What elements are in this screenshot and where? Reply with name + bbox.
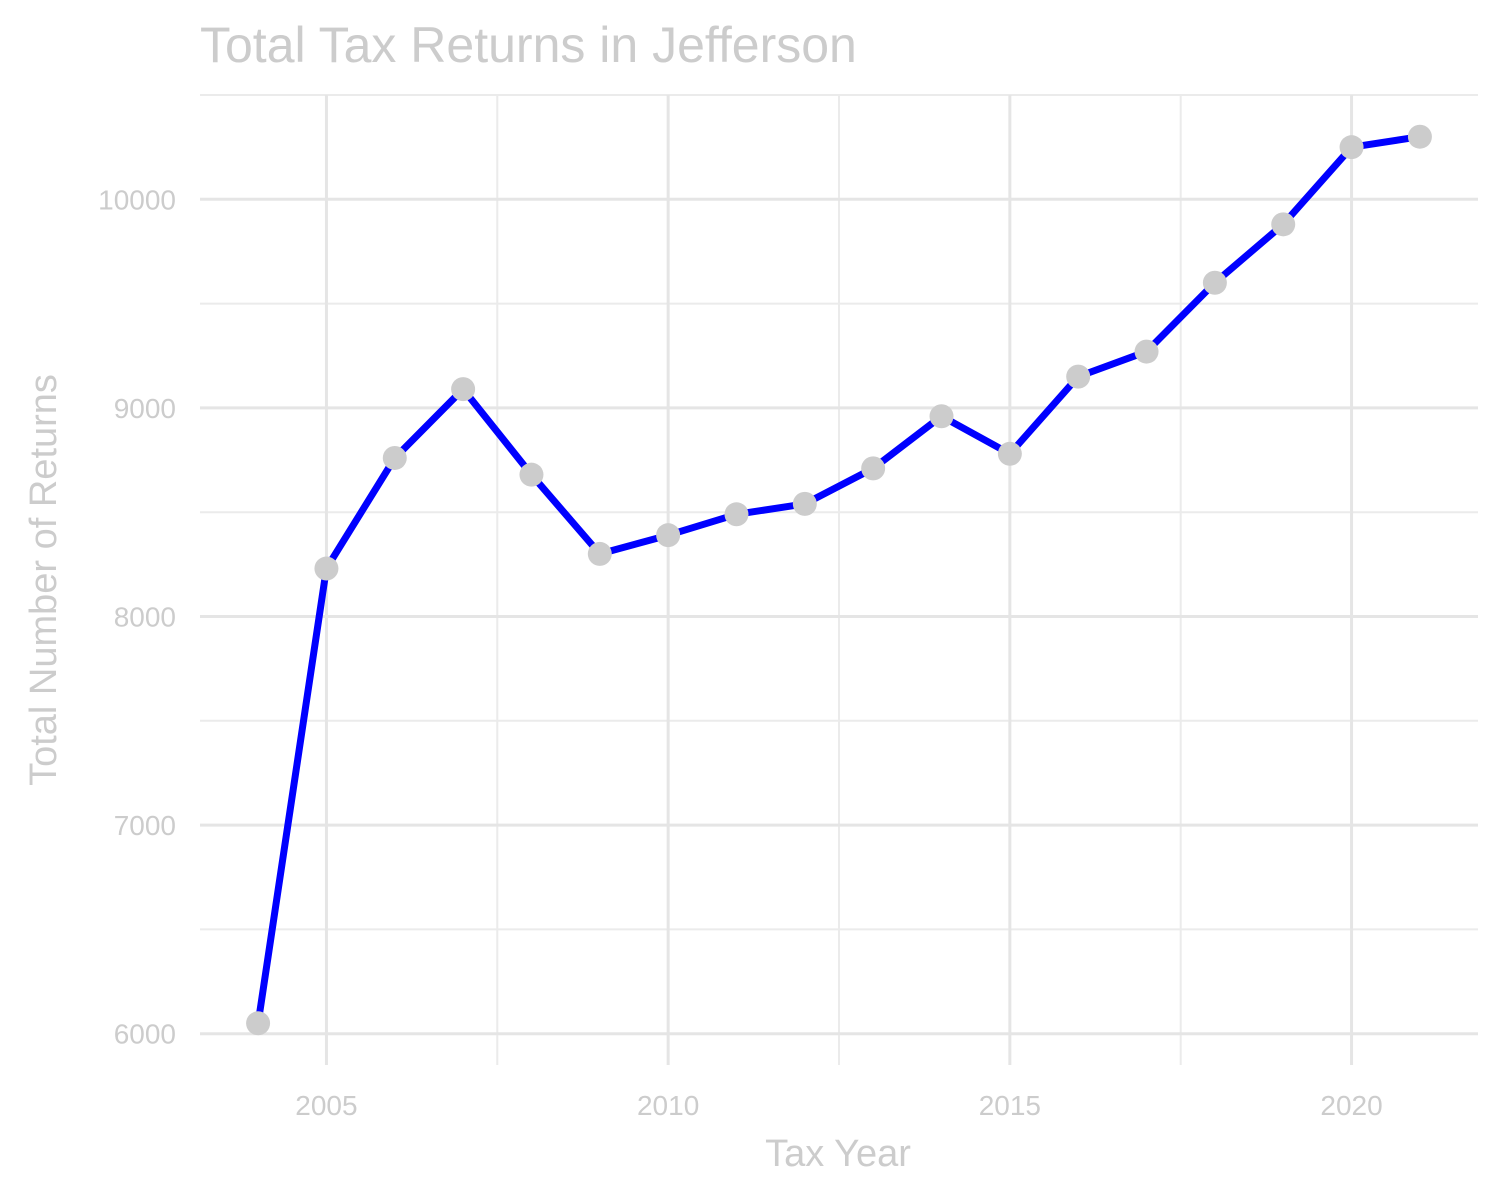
data-point	[382, 445, 407, 470]
data-point	[1271, 212, 1296, 237]
y-tick-label: 7000	[114, 810, 176, 841]
data-point	[997, 441, 1022, 466]
series-line	[254, 133, 1424, 1027]
y-axis-title: Total Number of Returns	[23, 374, 65, 786]
minor-gridlines	[200, 94, 1478, 1065]
data-point	[587, 541, 612, 566]
y-axis-tick-labels: 6000 7000 8000 9000 10000	[98, 184, 176, 1049]
x-axis-title: Tax Year	[765, 1133, 911, 1175]
y-tick-label: 8000	[114, 602, 176, 633]
data-point	[929, 404, 954, 429]
data-point	[451, 377, 476, 402]
x-tick-label: 2005	[295, 1090, 357, 1121]
x-tick-label: 2020	[1320, 1090, 1382, 1121]
data-point	[314, 556, 339, 581]
data-point	[656, 523, 681, 548]
data-point	[1407, 124, 1432, 149]
y-tick-label: 6000	[114, 1019, 176, 1050]
data-point	[246, 1011, 271, 1036]
x-axis-tick-labels: 2005 2010 2015 2020	[295, 1090, 1382, 1121]
x-tick-label: 2015	[979, 1090, 1041, 1121]
y-tick-label: 10000	[98, 184, 176, 215]
data-point	[519, 462, 544, 487]
data-point	[861, 456, 886, 481]
data-point	[1202, 270, 1227, 295]
data-point	[792, 491, 817, 516]
data-point	[1066, 364, 1091, 389]
series-total-returns	[246, 124, 1432, 1036]
chart-title: Total Tax Returns in Jefferson	[200, 17, 857, 73]
y-tick-label: 9000	[114, 393, 176, 424]
data-point	[1339, 135, 1364, 160]
data-point	[1134, 339, 1159, 364]
data-point	[724, 502, 749, 527]
x-tick-label: 2010	[637, 1090, 699, 1121]
